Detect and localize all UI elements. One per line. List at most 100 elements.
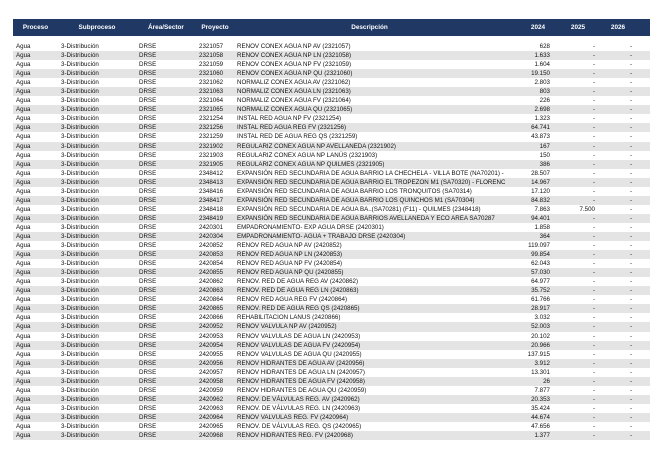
- table-cell: Agua: [16, 278, 31, 286]
- table-row: Agua 3-Distribución DRSE 2420853 RENOV RED A…: [13, 250, 650, 260]
- table-cell: REGULARIZ CONEX AGUA NP QUILMES (2321905…: [237, 160, 385, 168]
- table-cell: REHABILITACION LANUS (2420866): [237, 314, 341, 322]
- table-cell: 61.766: [531, 296, 550, 304]
- table-cell: DRSE: [139, 386, 157, 394]
- table-cell: 7.500: [579, 205, 595, 213]
- table-cell: -: [592, 232, 595, 240]
- table-cell: Agua: [16, 386, 31, 394]
- table-cell: 2348412: [199, 169, 224, 177]
- table-cell: -: [592, 169, 595, 177]
- table-cell: -: [592, 278, 595, 286]
- table-cell: 3-Distribución: [61, 133, 99, 141]
- table-cell: 35.752: [531, 287, 550, 295]
- table-cell: DRSE: [139, 305, 157, 313]
- table-cell: DRSE: [139, 160, 157, 168]
- table-cell: Agua: [16, 196, 31, 204]
- table-cell: -: [592, 413, 595, 421]
- table-cell: 3-Distribución: [61, 88, 99, 96]
- table-cell: RENOV. DE VÁLVULAS REG. LN (2420963): [237, 404, 361, 412]
- table-cell: -: [592, 106, 595, 114]
- table-cell: 3-Distribución: [61, 296, 99, 304]
- table-cell: 3-Distribución: [61, 287, 99, 295]
- table-cell: Agua: [16, 115, 31, 123]
- table-cell: 3-Distribución: [61, 413, 99, 421]
- header-cell: Descripción: [351, 24, 388, 31]
- table-cell: -: [629, 52, 632, 60]
- table-cell: 3-Distribución: [61, 169, 99, 177]
- table-cell: -: [592, 368, 595, 376]
- table-cell: -: [592, 432, 595, 440]
- table-cell: DRSE: [139, 242, 157, 250]
- table-cell: RENOV CONEX AGUA NP QU (2321060): [237, 70, 353, 78]
- table-cell: -: [629, 232, 632, 240]
- table-cell: -: [629, 214, 632, 222]
- table-cell: 2420862: [199, 278, 224, 286]
- table-cell: DRSE: [139, 404, 157, 412]
- table-cell: -: [592, 223, 595, 231]
- table-cell: 2420301: [199, 223, 224, 231]
- table-cell: RENOV VALVULA NP AV (2420952): [237, 323, 337, 331]
- table-cell: 2321057: [199, 43, 224, 50]
- table-cell: -: [629, 269, 632, 277]
- table-cell: -: [629, 296, 632, 304]
- table-cell: RENOV CONEX AGUA NP LN (2321058): [237, 52, 352, 60]
- table-cell: Agua: [16, 341, 31, 349]
- table-cell: Agua: [16, 106, 31, 114]
- table-cell: RENOV HIDRANTES DE AGUA QU (2420959): [237, 386, 367, 394]
- table-cell: 84.832: [531, 196, 550, 204]
- table-cell: DRSE: [139, 52, 157, 60]
- table-row: Agua 3-Distribución DRSE 2321063 NORMALIZ CO…: [13, 87, 650, 97]
- table-cell: 1.377: [534, 432, 550, 440]
- table-cell: -: [592, 115, 595, 123]
- table-cell: 52.003: [531, 323, 550, 331]
- table-cell: DRSE: [139, 341, 157, 349]
- table-cell: Agua: [16, 332, 31, 340]
- table-cell: -: [629, 242, 632, 250]
- table-cell: Agua: [16, 350, 31, 358]
- table-cell: DRSE: [139, 133, 157, 141]
- table-cell: -: [592, 332, 595, 340]
- table-cell: EXPANSIÓN RED SECUNDARIA DE AGUA BARRIO …: [237, 196, 475, 204]
- table-cell: RENOV. DE VÁLVULAS REG. AV (2420962): [237, 395, 360, 403]
- table-cell: 28.507: [531, 169, 550, 177]
- table-row: Agua 3-Distribución DRSE 2420963 RENOV. DE V…: [13, 404, 650, 413]
- table-cell: 2420853: [199, 251, 224, 259]
- table-cell: 386: [539, 160, 550, 168]
- table-row: Agua 3-Distribución DRSE 2321057 RENOV CONEX…: [13, 42, 650, 51]
- table-cell: Agua: [16, 70, 31, 78]
- table-cell: 3-Distribución: [61, 151, 99, 159]
- table-cell: -: [592, 341, 595, 349]
- table-row: Agua 3-Distribución DRSE 2420968 RENOV HIDRA…: [13, 431, 650, 441]
- table-cell: RENOV. RED DE AGUA REG QS (2420865): [237, 305, 360, 313]
- table-row: Agua 3-Distribución DRSE 2321256 INSTAL RED …: [13, 123, 650, 133]
- table-row: Agua 3-Distribución DRSE 2321064 NORMALIZ CO…: [13, 96, 650, 105]
- header-cell: Subproceso: [78, 24, 116, 31]
- table-cell: -: [592, 251, 595, 259]
- table-cell: -: [592, 43, 595, 50]
- table-cell: 3-Distribución: [61, 432, 99, 440]
- table-cell: -: [592, 314, 595, 322]
- table-cell: 2348418: [199, 205, 224, 213]
- table-cell: 3-Distribución: [61, 70, 99, 78]
- table-cell: 35.424: [531, 404, 550, 412]
- header-cell: 2026: [610, 24, 626, 31]
- table-cell: -: [629, 305, 632, 313]
- table-cell: DRSE: [139, 178, 157, 186]
- table-cell: -: [629, 160, 632, 168]
- table-cell: 2420956: [199, 359, 224, 367]
- table-cell: Agua: [16, 160, 31, 168]
- table-cell: Agua: [16, 314, 31, 322]
- table-cell: RENOV VALVULAS REG. FV (2420964): [237, 413, 349, 421]
- table-cell: Agua: [16, 395, 31, 403]
- table-cell: 2.698: [534, 106, 550, 114]
- table-cell: RENOV CONEX AGUA NP FV (2321059): [237, 61, 352, 69]
- table-cell: Agua: [16, 43, 31, 50]
- table-row: Agua 3-Distribución DRSE 2321905 REGULARIZ C…: [13, 159, 650, 169]
- table-cell: EMPADRONAMIENTO- AGUA + TRABAJO DRSE (24…: [237, 232, 406, 240]
- table-row: Agua 3-Distribución DRSE 2321259 INSTAL RED …: [13, 132, 650, 141]
- table-cell: 2321254: [199, 115, 224, 123]
- table-cell: -: [629, 350, 632, 358]
- header-cell: 2025: [570, 24, 586, 31]
- table-cell: 2321902: [199, 142, 224, 150]
- table-cell: 1.604: [534, 61, 550, 69]
